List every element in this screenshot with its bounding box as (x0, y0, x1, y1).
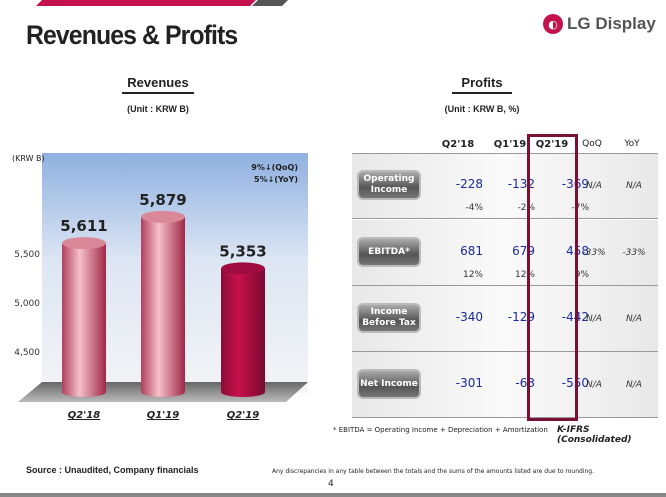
row-label-badge: Income Before Tax (357, 303, 421, 333)
column-header: YoY (624, 139, 640, 149)
row-label-badge: Operating Income (357, 170, 421, 200)
revenues-heading: Revenues (122, 75, 194, 94)
margin-cell: 12% (462, 270, 483, 280)
x-tick-label: Q2'18 (68, 410, 100, 421)
bar-base (221, 387, 265, 397)
logo-text: LG Display (567, 14, 656, 33)
margin-cell: -2% (517, 203, 535, 213)
row-label-badge: EBITDA* (357, 237, 421, 267)
value-cell: -228 (455, 177, 483, 191)
axis-unit: (KRW B) (12, 154, 45, 163)
revenues-unit: (Unit : KRW B) (127, 104, 189, 114)
page-number: 4 (328, 479, 334, 489)
disclaimer: Any discrepancies in any table between t… (272, 468, 595, 475)
yoy-cell: N/A (626, 314, 642, 324)
row-label-badge: Net Income (357, 369, 421, 399)
bar-base (62, 387, 106, 397)
y-tick-label: 4,500 (14, 348, 40, 358)
current-quarter-highlight (527, 134, 578, 421)
yoy-cell: N/A (626, 380, 642, 390)
column-header: Q2'18 (441, 139, 475, 150)
bar (62, 243, 106, 392)
x-tick-label: Q2'19 (227, 410, 259, 421)
source-note: Source : Unaudited, Company financials (26, 465, 199, 475)
value-cell: 681 (460, 244, 483, 258)
column-header: Q2'19 (535, 139, 569, 150)
bar-top (221, 262, 265, 275)
profits-unit: (Unit : KRW B, %) (444, 104, 520, 114)
accounting-standard: K-IFRS (Consolidated) (557, 425, 632, 445)
growth-note: 9%↓(QoQ) 5%↓(YoY) (226, 162, 298, 186)
revenue-chart: 5,611 Q2'18 5,879 Q1'19 5,353 Q2'19 4,500 5,00… (14, 153, 308, 421)
yoy-cell: N/A (626, 181, 642, 191)
column-header: QoQ (582, 139, 602, 149)
yoy-change: 5%↓(YoY) (254, 175, 298, 184)
margin-cell: 12% (514, 270, 535, 280)
qoq-cell: N/A (586, 314, 602, 324)
margin-cell: -4% (465, 203, 483, 213)
bar-top (62, 237, 106, 250)
lg-logo-icon: ◐ (543, 14, 563, 34)
value-cell: -301 (455, 376, 483, 390)
qoq-cell: -33% (582, 248, 606, 258)
bottom-bar (0, 493, 666, 497)
page-title: Revenues & Profits (26, 20, 238, 50)
y-tick-label: 5,500 (14, 250, 40, 260)
qoq-cell: N/A (586, 380, 602, 390)
bar-base (141, 387, 185, 397)
yoy-cell: -33% (622, 248, 646, 258)
bar-value-label: 5,611 (60, 217, 107, 235)
top-accent-bar (36, 0, 256, 6)
x-tick-label: Q1'19 (147, 410, 179, 421)
top-accent-bar-dark (252, 0, 288, 6)
column-header: Q1'19 (493, 139, 527, 150)
logo: ◐ LG Display (543, 14, 656, 34)
ebitda-footnote: * EBITDA = Operating Income + Depreciati… (333, 426, 548, 434)
value-cell: -63 (515, 376, 535, 390)
bar (221, 268, 265, 392)
bar (141, 216, 185, 392)
margin-cell: -7% (571, 203, 589, 213)
profits-heading: Profits (452, 75, 512, 94)
bar-value-label: 5,353 (219, 242, 266, 260)
qoq-cell: N/A (586, 181, 602, 191)
margin-cell: 9% (574, 270, 589, 280)
bar-top (141, 210, 185, 223)
bar-value-label: 5,879 (139, 191, 186, 209)
value-cell: -340 (455, 310, 483, 324)
qoq-change: 9%↓(QoQ) (251, 163, 298, 172)
y-tick-label: 5,000 (14, 299, 40, 309)
